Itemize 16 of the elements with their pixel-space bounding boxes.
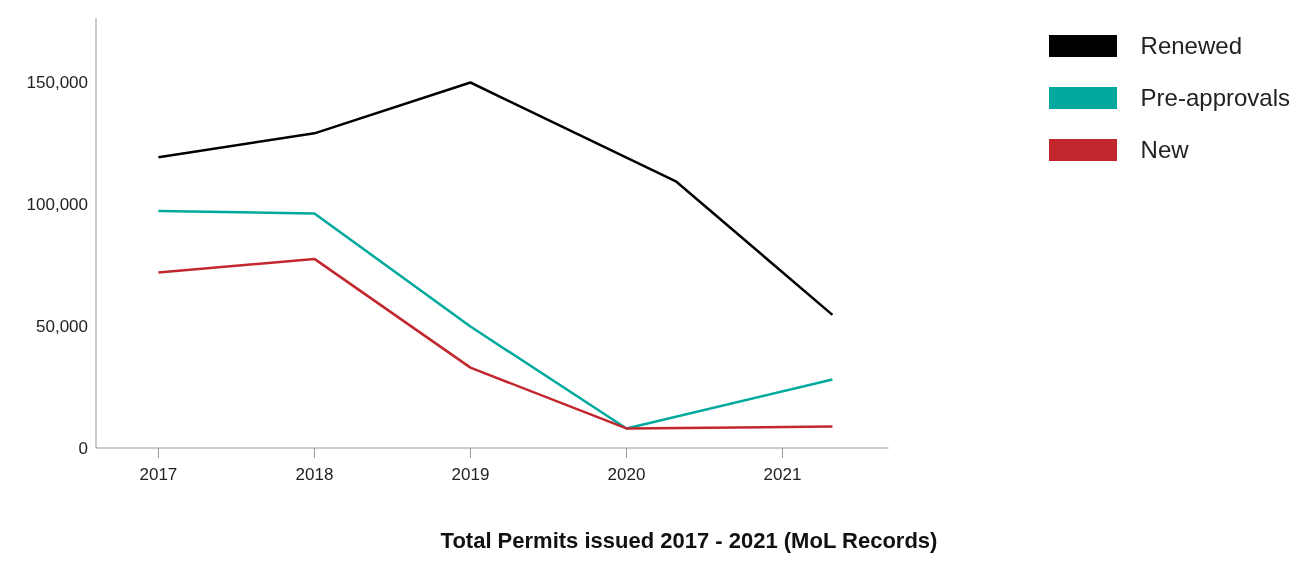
text: Total Permits issued 2017 - 2021 (MoL Records) [439,528,939,554]
legend-label: New [1140,135,1189,165]
legend-label: Pre-approvals [1140,83,1290,113]
line-series [157,257,834,430]
x-tick-label: 2021 [763,465,802,485]
line-series [157,81,834,317]
legend-label: Renewed [1140,31,1242,61]
line-series [157,209,834,430]
x-tick-label: 2017 [139,465,178,485]
y-tick-label: 100,000 [26,194,88,214]
x-tick-label: 2018 [295,465,334,485]
x-tick-label: 2020 [607,465,646,485]
y-tick-label: 150,000 [26,72,88,92]
y-tick-label: 0 [78,439,88,459]
x-tick-label: 2019 [451,465,490,485]
y-tick-label: 50,000 [36,316,88,336]
